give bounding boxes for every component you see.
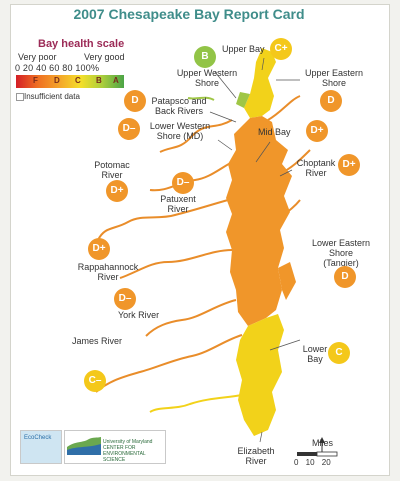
james-river-tributary [149,394,243,413]
grade-patuxent: D– [172,172,194,194]
scale-numbers: 0 10 20 [294,458,331,467]
legend-grade-d: D [54,76,60,85]
legend-grade-b: B [96,76,102,85]
grade-lower-eastern-shore: D [334,266,356,288]
region-label-choptank: Choptank River [296,158,336,178]
legend-title: Bay health scale [38,38,125,50]
region-label-lower-eastern-shore: Lower Eastern Shore (Tangier) [311,238,371,268]
region-label-upper-eastern-shore: Upper Eastern Shore [304,68,364,88]
legend-scale-numbers: 0 20 40 60 80 100% [15,63,100,73]
legend-grade-c: C [75,76,81,85]
region-label-patuxent: Patuxent River [160,194,196,214]
upper-western-shore-water [236,92,250,108]
legend-very-poor: Very poor [18,52,57,62]
mid-bay-water [226,116,292,326]
region-label-upper-bay: Upper Bay [222,44,265,54]
ecocheck-logo: EcoCheck [20,430,62,464]
upper-bay-water [244,48,276,118]
grade-upper-western-shore: B [194,46,216,68]
page-title: 2007 Chesapeake Bay Report Card [73,6,305,22]
grade-york: D– [114,288,136,310]
umces-landscape-icon [67,437,101,455]
grade-upper-eastern-shore: D [320,90,342,112]
ecocheck-logo-text: EcoCheck [24,435,52,441]
region-label-upper-western-shore: Upper Western Shore [176,68,238,88]
grade-mid-bay: D+ [306,120,328,142]
region-label-rappahannock: Rappahannock River [77,262,139,282]
lower-bay-water [236,314,284,436]
legend-grade-a: A [113,76,119,85]
grade-lower-bay: C [328,342,350,364]
region-label-elizabeth: Elizabeth River [237,446,275,466]
region-label-patapsco: Patapsco and Back Rivers [151,96,207,116]
scale-title: Miles [312,438,334,448]
region-label-mid-bay: Mid Bay [258,127,291,137]
umces-logo: University of Maryland CENTER FOR ENVIRO… [64,430,166,464]
region-label-york: York River [118,310,160,320]
scale-bar [297,437,338,457]
region-label-lower-bay: Lower Bay [302,344,328,364]
grade-patapsco: D [124,90,146,112]
grade-potomac: D+ [106,180,128,202]
umces-logo-text: University of Maryland CENTER FOR ENVIRO… [103,439,153,463]
tangier-water [278,262,296,300]
grade-choptank: D+ [338,154,360,176]
legend-color-bar: F D C B A [16,75,124,88]
legend-grade-f: F [33,76,38,85]
legend-very-good: Very good [84,52,125,62]
grade-james: C– [84,370,106,392]
region-label-james: James River [72,336,123,346]
insufficient-data-swatch [16,93,24,101]
region-label-potomac: Potomac River [94,160,130,180]
grade-lower-western-shore: D– [118,118,140,140]
insufficient-data-label: Insufficient data [24,92,80,101]
grade-upper-bay: C+ [270,38,292,60]
region-label-lower-western-shore: Lower Western Shore (MD) [149,121,211,141]
leader-lines [209,57,301,443]
grade-rappahannock: D+ [88,238,110,260]
